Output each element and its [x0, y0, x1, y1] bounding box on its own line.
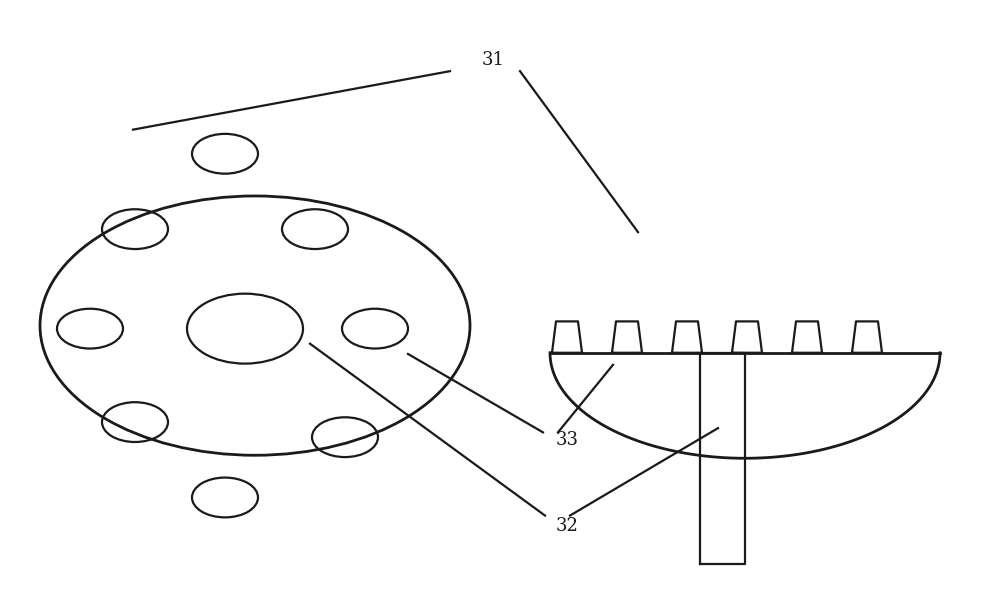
Text: 32: 32 — [556, 517, 579, 535]
Text: 33: 33 — [556, 431, 579, 449]
Text: 31: 31 — [482, 51, 505, 69]
